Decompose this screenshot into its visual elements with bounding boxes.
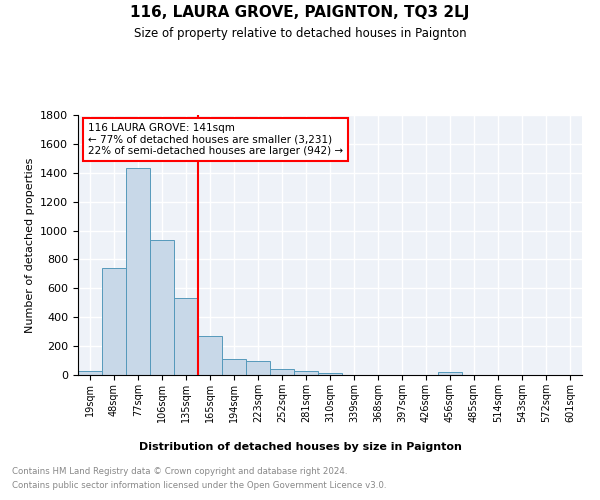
Text: 116, LAURA GROVE, PAIGNTON, TQ3 2LJ: 116, LAURA GROVE, PAIGNTON, TQ3 2LJ bbox=[130, 5, 470, 20]
Bar bbox=[174, 298, 198, 375]
Bar bbox=[102, 268, 126, 375]
Bar bbox=[222, 359, 246, 375]
Bar bbox=[246, 362, 270, 375]
Bar bbox=[270, 368, 294, 375]
Text: Distribution of detached houses by size in Paignton: Distribution of detached houses by size … bbox=[139, 442, 461, 452]
Text: 116 LAURA GROVE: 141sqm
← 77% of detached houses are smaller (3,231)
22% of semi: 116 LAURA GROVE: 141sqm ← 77% of detache… bbox=[88, 123, 343, 156]
Text: Contains public sector information licensed under the Open Government Licence v3: Contains public sector information licen… bbox=[12, 481, 386, 490]
Bar bbox=[78, 372, 102, 375]
Bar bbox=[126, 168, 150, 375]
Bar bbox=[198, 336, 222, 375]
Text: Contains HM Land Registry data © Crown copyright and database right 2024.: Contains HM Land Registry data © Crown c… bbox=[12, 468, 347, 476]
Y-axis label: Number of detached properties: Number of detached properties bbox=[25, 158, 35, 332]
Bar bbox=[294, 372, 318, 375]
Text: Size of property relative to detached houses in Paignton: Size of property relative to detached ho… bbox=[134, 28, 466, 40]
Bar bbox=[438, 372, 462, 375]
Bar bbox=[150, 240, 174, 375]
Bar bbox=[318, 373, 342, 375]
